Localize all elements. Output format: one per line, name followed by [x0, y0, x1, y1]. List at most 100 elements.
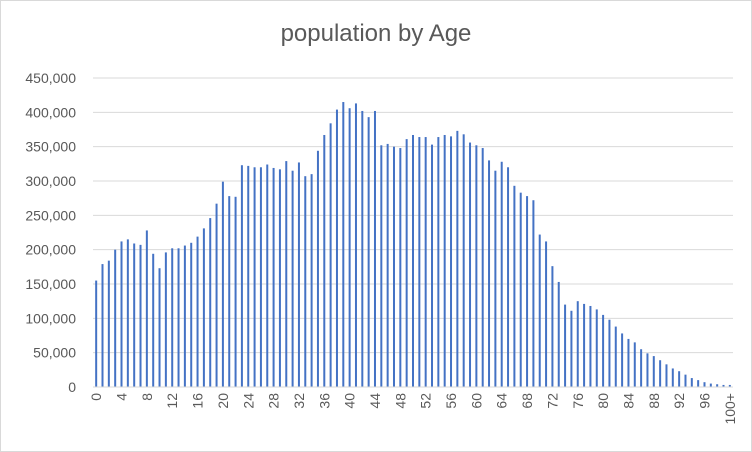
x-tick-label: 4	[114, 393, 130, 401]
y-tick-label: 0	[68, 379, 76, 395]
x-tick-label: 100+	[722, 393, 738, 425]
x-tick-label: 44	[367, 393, 383, 409]
bars	[95, 102, 731, 388]
bar-age-2	[107, 260, 110, 387]
bar-age-31	[291, 170, 294, 387]
x-tick-label: 40	[342, 393, 358, 409]
bar-age-3	[114, 249, 117, 387]
bar-age-11	[164, 252, 167, 387]
x-tick-label: 76	[570, 393, 586, 409]
bar-age-30	[285, 161, 288, 387]
y-tick-label: 300,000	[25, 173, 76, 189]
bar-age-9	[152, 253, 155, 387]
bar-age-95	[697, 380, 700, 387]
bar-age-63	[494, 170, 497, 387]
bar-age-79	[595, 309, 598, 387]
bar-age-90	[665, 364, 668, 387]
x-tick-label: 72	[544, 393, 560, 409]
x-tick-label: 56	[443, 393, 459, 409]
bar-age-18	[209, 218, 212, 387]
bar-age-97	[709, 383, 712, 387]
bar-age-12	[171, 248, 174, 387]
x-axis-tick-labels: 0 4 8 12 16 20 24 28 32 36 40 44 48 52 56 60 64 68 72 76 80 8…	[88, 393, 738, 425]
bar-age-67	[519, 192, 522, 387]
bar-age-72	[551, 266, 554, 387]
bar-age-71	[545, 241, 548, 387]
bar-age-41	[354, 103, 357, 387]
y-tick-label: 50,000	[33, 345, 76, 361]
bar-age-89	[659, 360, 662, 387]
bar-age-26	[259, 167, 262, 387]
bar-age-13	[177, 248, 180, 387]
bar-age-6	[133, 243, 136, 387]
bar-age-91	[671, 368, 674, 387]
bar-age-37	[329, 123, 332, 387]
x-tick-label: 88	[646, 393, 662, 409]
bar-age-77	[583, 303, 586, 387]
bar-age-32	[297, 162, 300, 387]
bar-age-1	[101, 264, 104, 387]
bar-age-8	[145, 230, 148, 387]
bar-age-64	[500, 161, 503, 387]
bar-age-36	[323, 134, 326, 387]
bar-age-70	[538, 234, 541, 387]
bar-age-98	[716, 384, 719, 387]
bar-age-23	[240, 165, 243, 387]
bar-age-61	[481, 148, 484, 387]
bar-age-57	[456, 130, 459, 387]
bar-age-39	[342, 102, 345, 387]
x-tick-label: 8	[139, 393, 155, 401]
x-tick-label: 20	[215, 393, 231, 409]
bar-age-62	[488, 160, 491, 387]
bar-age-10	[158, 268, 161, 387]
bar-age-20	[221, 181, 224, 387]
bar-age-74	[564, 304, 567, 387]
bar-age-27	[266, 164, 269, 387]
bar-age-40	[348, 108, 351, 388]
y-tick-label: 400,000	[25, 104, 76, 120]
bar-age-7	[139, 244, 142, 387]
bar-age-93	[684, 374, 687, 387]
bar-age-52	[424, 137, 427, 387]
bar-age-69	[532, 200, 535, 387]
bar-age-42	[361, 110, 364, 388]
bar-age-5	[126, 239, 129, 387]
x-tick-label: 0	[88, 393, 104, 401]
y-tick-label: 200,000	[25, 242, 76, 258]
bar-age-84	[627, 338, 630, 387]
bar-age-15	[190, 242, 193, 387]
bar-age-29	[278, 169, 281, 387]
bar-age-92	[678, 371, 681, 387]
x-tick-label: 28	[266, 393, 282, 409]
bar-age-80	[602, 314, 605, 387]
x-tick-label: 60	[468, 393, 484, 409]
bar-age-21	[228, 196, 231, 387]
x-tick-label: 80	[595, 393, 611, 409]
bar-age-54	[437, 137, 440, 387]
bar-age-44	[373, 110, 376, 388]
bar-age-19	[215, 203, 218, 387]
bar-age-4	[120, 241, 123, 387]
x-tick-label: 24	[240, 393, 256, 409]
bar-age-96	[703, 382, 706, 387]
x-tick-label: 52	[418, 393, 434, 409]
bar-age-16	[196, 236, 199, 387]
bar-age-38	[335, 109, 338, 387]
bar-age-28	[272, 167, 275, 387]
bar-age-24	[247, 165, 250, 387]
y-tick-label: 450,000	[25, 70, 76, 86]
bar-age-60	[475, 145, 478, 387]
bar-age-56	[450, 136, 453, 387]
bar-age-17	[202, 228, 205, 387]
bar-age-87	[646, 353, 649, 387]
bar-age-53	[431, 144, 434, 387]
bar-age-25	[253, 167, 256, 387]
x-tick-label: 92	[671, 393, 687, 409]
bar-age-33	[304, 176, 307, 387]
bar-age-0	[95, 280, 98, 387]
bar-age-66	[513, 185, 516, 387]
bar-age-68	[526, 196, 529, 387]
y-tick-label: 250,000	[25, 207, 76, 223]
